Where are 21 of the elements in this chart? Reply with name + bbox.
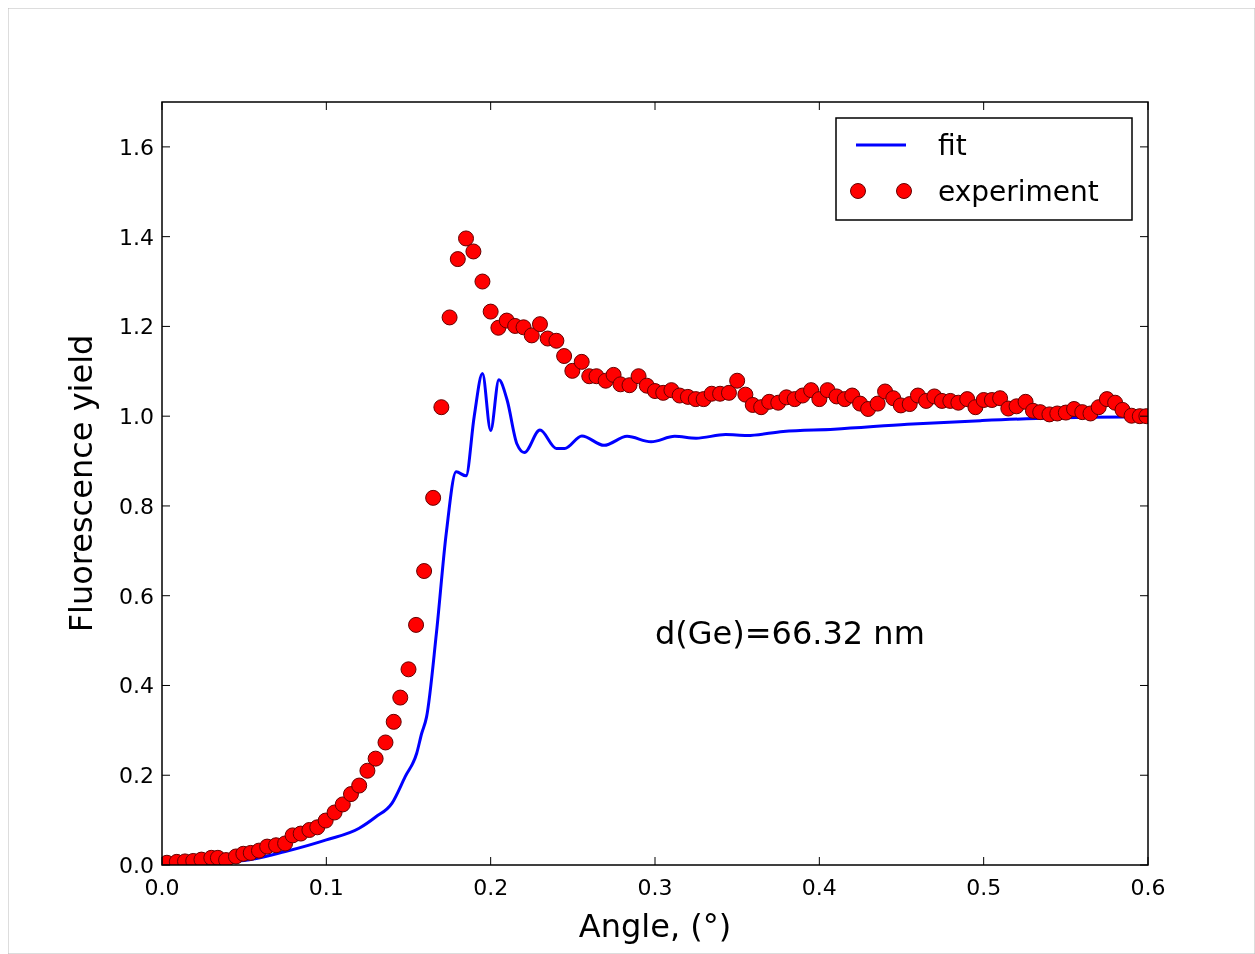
x-tick-label: 0.3 — [637, 875, 673, 900]
y-tick-label: 1.0 — [119, 404, 154, 430]
x-tick-label: 0.6 — [1130, 875, 1166, 900]
x-axis-title: Angle, (°) — [578, 907, 732, 945]
x-tick-label: 0.1 — [308, 875, 344, 900]
y-tick-label: 0.6 — [119, 583, 154, 609]
y-tick-label: 1.6 — [119, 134, 154, 160]
y-tick-label: 1.2 — [119, 314, 154, 340]
y-tick-label: 0.4 — [119, 673, 154, 699]
x-tick-label: 0.5 — [966, 875, 1002, 900]
legend-label: experiment — [938, 175, 1099, 208]
legend-label: fit — [938, 129, 967, 162]
annotation: d(Ge)=66.32 nm — [655, 613, 925, 652]
x-tick-label: 0.0 — [144, 875, 180, 900]
y-tick-label: 1.4 — [119, 224, 154, 250]
x-tick-label: 0.2 — [473, 875, 509, 900]
y-tick-label: 0.2 — [119, 763, 154, 789]
y-tick-label: 0.8 — [119, 493, 154, 519]
x-tick-label: 0.4 — [801, 875, 837, 900]
y-tick-label: 0.0 — [119, 853, 154, 878]
y-axis-title: Fluorescence yield — [62, 334, 100, 633]
